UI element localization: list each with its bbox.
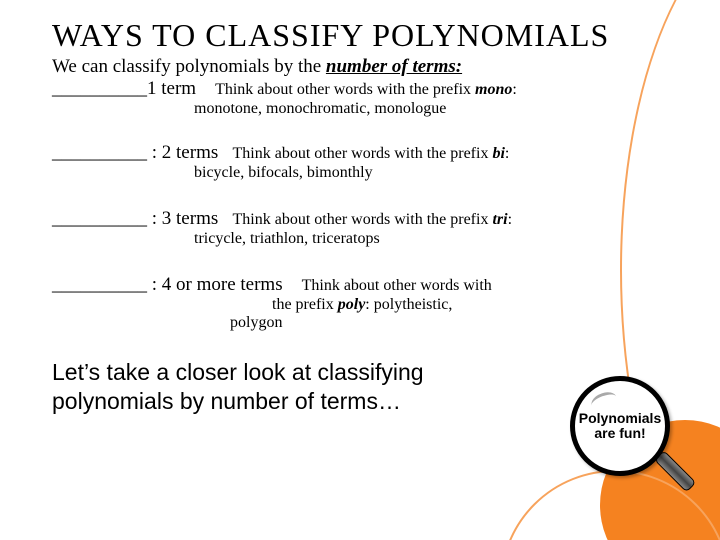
term-entry-tri: __________ : 3 terms Think about other w… <box>52 208 696 248</box>
fill-blank: __________ : <box>52 274 157 295</box>
term-count: 2 terms <box>157 142 218 163</box>
examples-bi: bicycle, bifocals, bimonthly <box>194 164 696 182</box>
prefix-tri: tri <box>492 211 507 228</box>
examples-mono: monotone, monochromatic, monologue <box>194 100 696 118</box>
entry-line: __________1 term Think about other words… <box>52 78 696 100</box>
fill-blank: __________ <box>52 78 147 99</box>
closing-text: Let’s take a closer look at classifying … <box>52 358 532 416</box>
entry-line: __________ : 2 terms Think about other w… <box>52 142 696 164</box>
bubble-line1: Polynomials <box>579 410 661 426</box>
term-count: 4 or more terms <box>157 274 283 295</box>
slide-title: WAYS TO CLASSIFY POLYNOMIALS <box>52 18 696 54</box>
entry-line: __________ : 4 or more terms Think about… <box>52 274 696 296</box>
term-count: 1 term <box>147 78 196 99</box>
magnifying-glass: Polynomials are fun! <box>570 376 688 494</box>
term-entry-bi: __________ : 2 terms Think about other w… <box>52 142 696 182</box>
hint-lead: Think about other words with the prefix <box>233 145 493 162</box>
term-entry-poly: __________ : 4 or more terms Think about… <box>52 274 696 332</box>
term-count: 3 terms <box>157 208 218 229</box>
term-entry-mono: __________1 term Think about other words… <box>52 78 696 118</box>
hint-text: Think about other words with the prefix … <box>233 145 510 162</box>
hint-tail: : polytheistic, <box>365 296 452 313</box>
prefix-poly: poly <box>338 296 366 313</box>
slide: WAYS TO CLASSIFY POLYNOMIALS We can clas… <box>0 0 720 540</box>
hint-text: Think about other words with <box>302 277 492 294</box>
intro-line: We can classify polynomials by the numbe… <box>52 56 696 78</box>
magnifier-lens-icon: Polynomials are fun! <box>570 376 670 476</box>
fill-blank: __________ : <box>52 208 157 229</box>
intro-lead: We can classify polynomials by the <box>52 56 326 77</box>
hint-text: Think about other words with the prefix … <box>215 81 517 98</box>
prefix-bi: bi <box>492 145 504 162</box>
hint-lead: Think about other words with the prefix <box>215 81 475 98</box>
bubble-line2: are fun! <box>594 425 645 441</box>
hint-text: Think about other words with the prefix … <box>233 211 513 228</box>
fill-blank: __________ : <box>52 142 157 163</box>
hint-lead2: the prefix <box>272 296 338 313</box>
entry-line: __________ : 3 terms Think about other w… <box>52 208 696 230</box>
intro-emphasis: number of terms: <box>326 56 462 77</box>
prefix-mono: mono <box>475 81 512 98</box>
bubble-text: Polynomials are fun! <box>579 411 661 442</box>
hint-lead: Think about other words with the prefix <box>233 211 493 228</box>
